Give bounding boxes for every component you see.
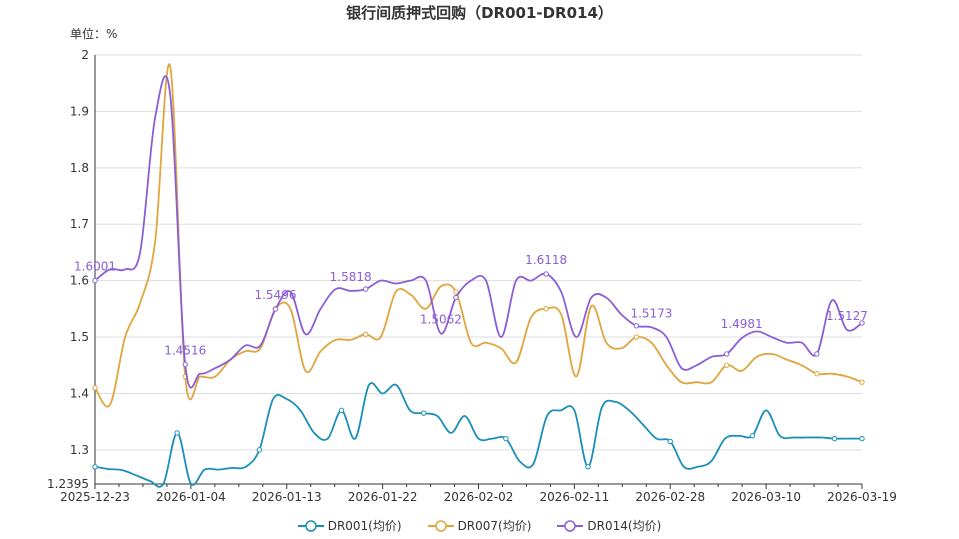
data-point[interactable] <box>174 430 180 436</box>
y-tick-label: 2 <box>81 48 89 62</box>
data-label: 1.5127 <box>826 309 868 323</box>
x-tick-label: 2026-03-10 <box>731 490 801 504</box>
chart-title: 银行间质押式回购（DR001-DR014） <box>346 4 613 22</box>
legend-label: DR014(均价) <box>587 519 662 533</box>
y-tick-label: 1.6 <box>70 274 89 288</box>
data-point[interactable] <box>859 379 865 385</box>
data-point[interactable] <box>503 435 509 442</box>
y-tick-label: 1.3 <box>70 443 89 457</box>
data-point[interactable] <box>453 289 459 295</box>
data-point[interactable] <box>256 447 263 453</box>
data-label: 1.4516 <box>164 343 206 357</box>
data-point[interactable] <box>749 433 756 439</box>
x-tick-label: 2026-01-04 <box>156 490 226 504</box>
x-tick-label: 2026-01-22 <box>348 490 418 504</box>
legend-label: DR001(均价) <box>327 519 402 533</box>
data-point[interactable] <box>633 323 640 329</box>
data-label: 1.5062 <box>420 313 462 327</box>
data-point[interactable] <box>543 306 549 312</box>
data-point[interactable] <box>92 385 98 391</box>
y-tick-label: 1.5 <box>70 330 89 344</box>
legend-item-dr014[interactable]: DR014(均价) <box>557 517 661 534</box>
x-tick-label: 2026-02-02 <box>444 490 514 504</box>
data-label: 1.5173 <box>630 306 672 320</box>
data-point[interactable] <box>859 435 865 442</box>
y-tick-label: 1.7 <box>70 217 89 231</box>
data-point[interactable] <box>92 277 98 284</box>
data-point[interactable] <box>92 464 98 470</box>
y-tick-label: 1.2395 <box>47 477 89 491</box>
grid-lines <box>95 54 862 451</box>
data-point[interactable] <box>421 410 427 416</box>
series-line-0 <box>94 382 862 488</box>
legend: DR001(均价) DR007(均价) DR014(均价) <box>0 517 959 534</box>
x-tick-label: 2026-02-11 <box>540 490 610 504</box>
y-tick-label: 1.8 <box>70 161 89 175</box>
data-labels: 1.6001 1.4516 1.5496 1.5818 1.5062 1.6118 1.51… <box>74 253 868 357</box>
series-layer <box>92 63 865 488</box>
series-line-2 <box>94 75 863 389</box>
data-point[interactable] <box>633 334 640 340</box>
data-label: 1.5818 <box>330 270 372 284</box>
data-label: 1.6001 <box>74 260 116 274</box>
data-point[interactable] <box>453 294 459 301</box>
data-label: 1.5496 <box>254 288 296 302</box>
data-point[interactable] <box>338 407 345 414</box>
y-tick-label: 1.4 <box>70 386 89 400</box>
series-line-1 <box>94 63 863 408</box>
data-point[interactable] <box>723 351 730 357</box>
data-label: 1.4981 <box>721 317 763 331</box>
x-tick-label: 2026-01-13 <box>252 490 322 504</box>
data-point[interactable] <box>667 438 673 445</box>
x-tick-label: 2026-02-28 <box>635 490 705 504</box>
data-point[interactable] <box>182 361 188 368</box>
x-tick-label: 2026-03-19 <box>827 490 897 504</box>
legend-item-dr007[interactable]: DR007(均价) <box>427 517 532 534</box>
data-point[interactable] <box>272 306 279 312</box>
data-point[interactable] <box>814 371 820 377</box>
data-point[interactable] <box>723 362 730 368</box>
data-label: 1.6118 <box>525 253 567 267</box>
legend-label: DR007(均价) <box>457 519 532 533</box>
legend-marker-icon <box>297 519 324 532</box>
legend-item-dr001[interactable]: DR001(均价) <box>297 517 402 534</box>
data-point[interactable] <box>585 464 591 470</box>
data-point[interactable] <box>831 435 838 442</box>
unit-label: 单位：% <box>70 27 118 41</box>
data-point[interactable] <box>363 331 369 337</box>
legend-marker-icon <box>427 519 454 532</box>
data-point[interactable] <box>543 271 549 277</box>
data-point[interactable] <box>363 286 369 292</box>
data-point[interactable] <box>859 320 865 326</box>
y-tick-label: 1.9 <box>70 104 89 118</box>
legend-marker-icon <box>557 519 584 532</box>
data-point[interactable] <box>814 351 820 357</box>
x-tick-label: 2025-12-23 <box>60 490 130 504</box>
